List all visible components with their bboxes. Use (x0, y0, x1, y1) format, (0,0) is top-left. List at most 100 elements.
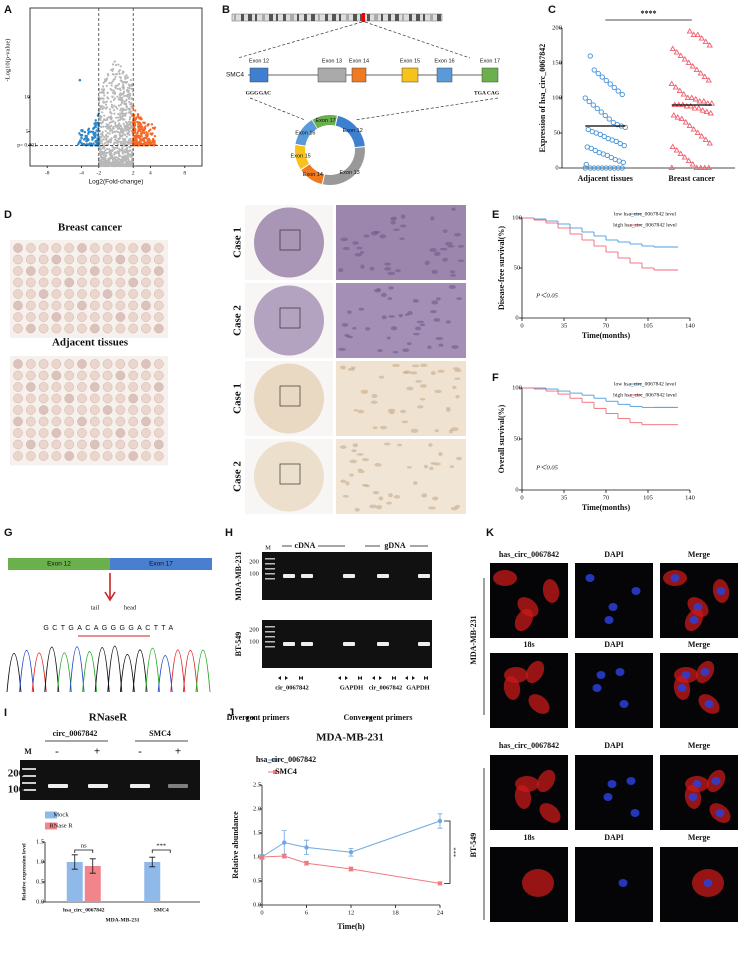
significance-bracket (74, 849, 94, 853)
volcano-point (101, 138, 104, 141)
tissue-core (25, 393, 36, 404)
volcano-point (110, 118, 113, 121)
cell-nucleus (445, 320, 451, 324)
data-point (590, 102, 596, 108)
volcano-point (118, 87, 121, 90)
volcano-point (111, 73, 114, 76)
volcano-point (117, 116, 120, 119)
volcano-point (145, 141, 148, 144)
tissue-core (102, 405, 113, 415)
cell-nucleus (406, 342, 412, 346)
column-label: has_circ_0067842 (499, 741, 559, 750)
data-point (596, 149, 602, 156)
cell-nucleus (412, 298, 419, 303)
volcano-point (125, 81, 128, 84)
data-point (693, 164, 700, 171)
legend-glyph (245, 716, 255, 720)
tissue-core (141, 416, 151, 427)
cell-nucleus (438, 343, 444, 347)
data-point (672, 83, 679, 90)
tissue-core (153, 312, 164, 322)
volcano-point (114, 164, 117, 167)
chromosome-band (437, 14, 441, 21)
sequence-right: CAG (487, 90, 500, 96)
tissue-core (90, 243, 100, 253)
cell-nucleus (421, 493, 428, 498)
tissue-core (64, 370, 74, 381)
tissue-core (64, 393, 74, 404)
volcano-point (101, 157, 104, 160)
tissue-core (77, 277, 87, 288)
volcano-point (85, 134, 88, 138)
chromosome-band (409, 14, 412, 21)
nucleus-signal (618, 879, 628, 887)
tissue-core (64, 266, 74, 276)
primer-glyph (338, 676, 362, 680)
cell-nucleus (450, 427, 459, 432)
volcano-point (83, 130, 87, 134)
volcano-point (128, 133, 131, 136)
panel-letter: C (548, 4, 556, 16)
bar (66, 862, 83, 902)
volcano-point (119, 103, 122, 106)
y-tick-label: p= 0.001 (17, 143, 37, 149)
data-point (697, 69, 704, 76)
volcano-point (130, 97, 133, 101)
y-axis-label: -Log10(p-value) (4, 39, 11, 82)
cell-nucleus (354, 507, 360, 512)
data-point (587, 165, 593, 171)
volcano-point (103, 114, 106, 117)
gel-ladder-band (22, 775, 36, 777)
circrna-segment (295, 115, 365, 185)
volcano-point (136, 120, 139, 124)
volcano-point (111, 131, 114, 134)
volcano-point (128, 161, 131, 164)
tissue-core (115, 312, 126, 322)
volcano-point (123, 113, 126, 116)
exon (351, 67, 367, 83)
volcano-point (116, 107, 119, 110)
x-tick-label: 2 (132, 170, 135, 176)
column-label: DAPI (604, 550, 624, 559)
data-point (617, 140, 623, 147)
tissue-core (13, 382, 23, 392)
cell-nucleus (438, 451, 443, 457)
legend-marker (273, 770, 277, 774)
gel-band (377, 642, 389, 646)
tissue-core (25, 312, 36, 322)
volcano-point (118, 93, 121, 96)
y-axis-label: Relative abundance (231, 811, 240, 879)
volcano-point (101, 111, 104, 114)
cell-line-label: BT-549 (234, 632, 243, 657)
cell-nucleus (456, 297, 462, 301)
volcano-point (142, 137, 146, 140)
exon-label: Exon 16 (434, 58, 454, 64)
data-point (594, 105, 600, 112)
cell-nucleus (349, 473, 354, 477)
volcano-point (124, 77, 127, 80)
volcano-point (128, 118, 132, 121)
size-marker: 200 (8, 768, 25, 780)
tissue-core (77, 243, 87, 253)
tissue-core (90, 370, 100, 381)
volcano-point (153, 139, 156, 143)
cell-line-label: BT-549 (469, 833, 478, 858)
primer-glyph (405, 676, 428, 680)
volcano-point (125, 74, 128, 77)
group-label: cDNA (295, 541, 316, 550)
cell-nucleus (446, 407, 451, 410)
volcano-point (80, 137, 83, 140)
tissue-core (90, 451, 100, 461)
volcano-point (101, 120, 105, 123)
volcano-point (123, 81, 126, 84)
volcano-point (143, 131, 146, 135)
tissue-core (25, 300, 36, 311)
gel-band (283, 642, 295, 646)
legend-label: RNase R (49, 822, 73, 829)
volcano-point (128, 100, 131, 104)
tissue-core (141, 359, 151, 369)
cell-line-label: MDA-MB-231 (234, 551, 243, 600)
volcano-point (116, 156, 119, 159)
tissue-core (77, 405, 87, 415)
volcano-point (119, 125, 123, 128)
